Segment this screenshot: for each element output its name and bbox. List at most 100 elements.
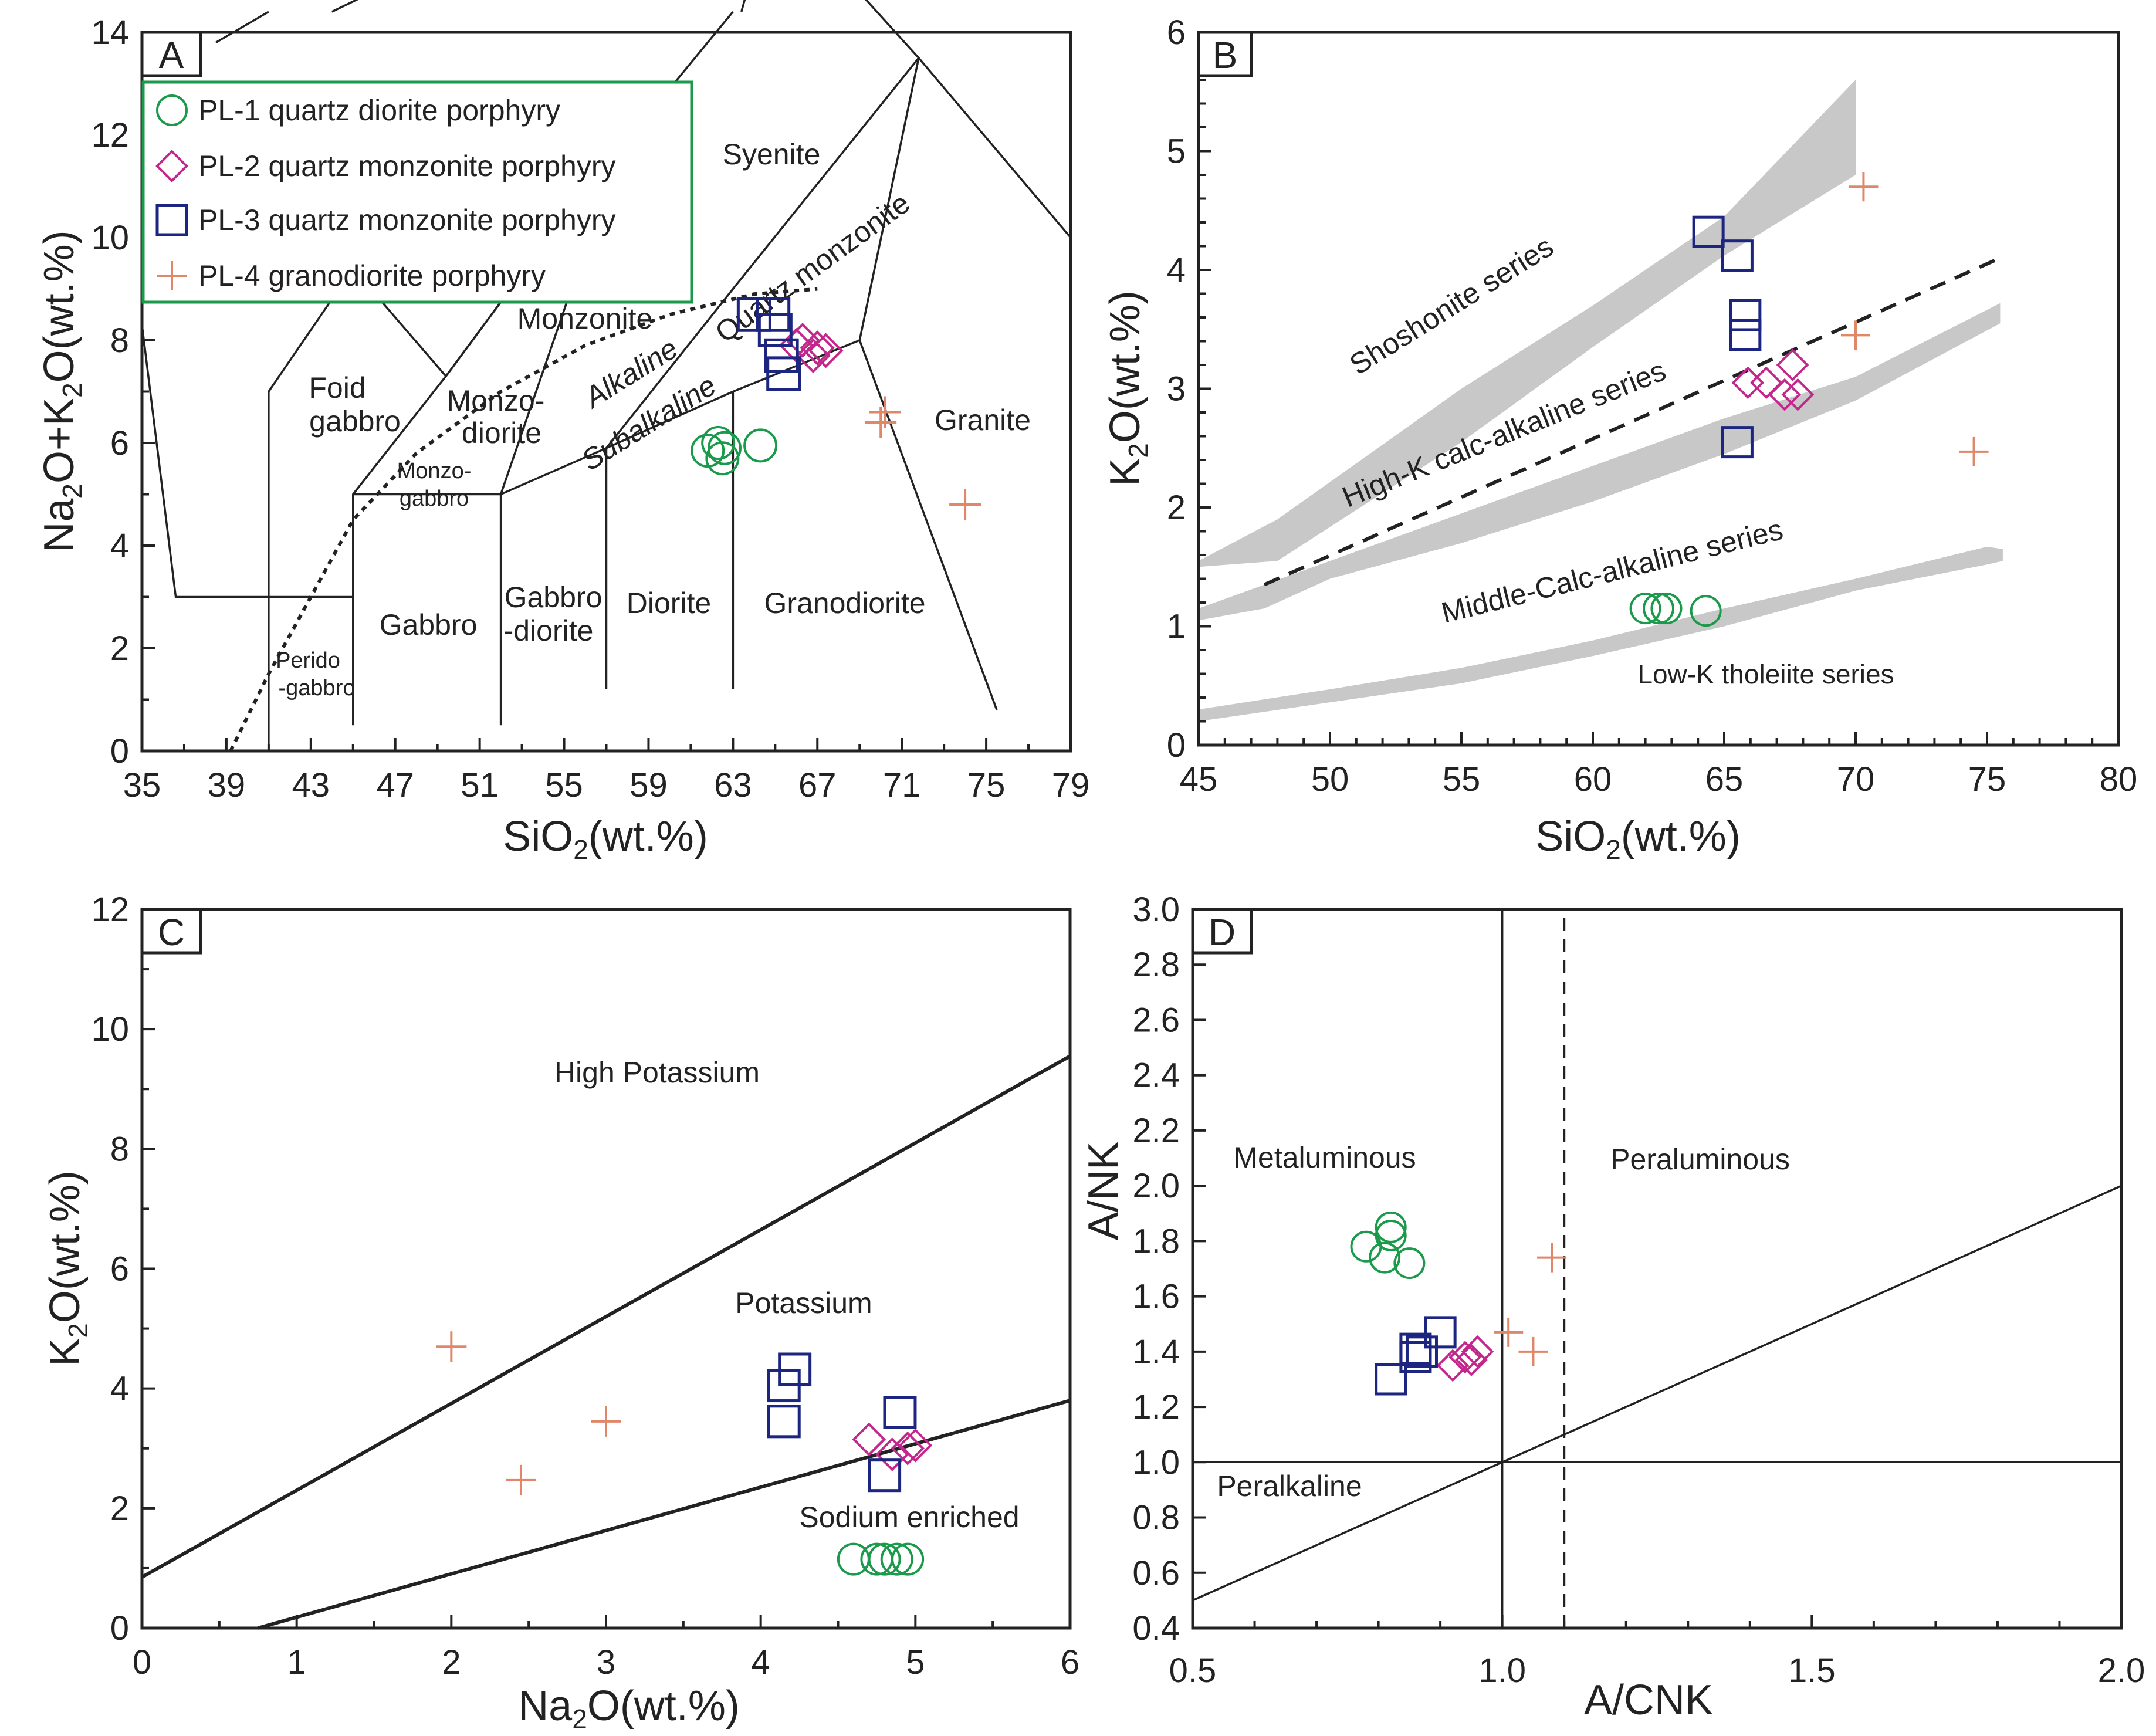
x-tick-label: 3: [597, 1643, 615, 1681]
data-point-pl-3: [757, 313, 793, 347]
data-point-pl-4: [1841, 320, 1870, 350]
data-point-pl-2: [1781, 378, 1815, 411]
panel-d-boundary-lines: [1192, 909, 2122, 1628]
data-point-pl-4: [1494, 1317, 1524, 1347]
data-point-pl-3: [1692, 215, 1725, 248]
y-tick-label: 14: [91, 13, 129, 52]
x-tick-label: 0.5: [1169, 1652, 1217, 1690]
x-tick-label: 0: [133, 1643, 151, 1681]
data-point-pl-2: [1436, 1349, 1470, 1382]
panel-d-acnk-ank-diagram: 0.5 1.0 1.5 2.0 0.4 0.6 0.8 1.0 1.2 1.4 1.6 1.8 2.0 2…: [1080, 891, 2145, 1724]
y-tick-label: 0: [110, 1609, 129, 1647]
data-point-pl-1: [1369, 1241, 1401, 1274]
panel-c-data-points: [436, 1331, 933, 1576]
legend-box: [141, 80, 693, 304]
series-boundary-bands: [1199, 80, 2003, 722]
data-point-pl-4: [1959, 436, 1989, 466]
y-tick-label: 2.6: [1132, 1001, 1180, 1039]
y-tick-label: 0.4: [1132, 1609, 1180, 1647]
x-tick-label: 43: [292, 766, 330, 804]
data-point-pl-1: [880, 1542, 913, 1576]
region-monzo-diorite-1: Monzo-: [447, 384, 545, 417]
region-perido-gabbro-2: -gabbro: [279, 676, 356, 701]
data-point-pl-1: [1375, 1219, 1407, 1251]
panel-a-frame: [140, 31, 1072, 753]
x-tick-label: 60: [1574, 760, 1612, 798]
panel-d-ylabel: A/NK: [1080, 1142, 1127, 1240]
y-tick-label: 1.2: [1132, 1388, 1180, 1426]
data-point-pl-2: [891, 1431, 925, 1466]
y-tick-label: 8: [110, 322, 129, 360]
region-perido-gabbro-1: Perido: [276, 648, 340, 673]
region-foid-gabbro-2: gabbro: [309, 405, 401, 438]
series-label-low-k: Low-K tholeiite series: [1637, 659, 1894, 689]
y-tick-label: 2: [110, 1490, 129, 1528]
x-tick-label: 5: [906, 1643, 925, 1681]
x-tick-label: 50: [1311, 760, 1349, 798]
panel-b-letter: B: [1213, 34, 1238, 76]
legend-markers: [155, 94, 188, 290]
y-tick-label: 10: [91, 1010, 129, 1048]
x-tick-label: 75: [967, 766, 1006, 804]
y-tick-label: 12: [91, 116, 129, 154]
y-tick-label: 6: [110, 1250, 129, 1288]
sodium-enriched-boundary: [257, 1399, 1071, 1630]
x-tick-label: 2: [442, 1643, 461, 1681]
y-tick-label: 2: [1167, 489, 1186, 527]
data-point-pl-4: [949, 489, 981, 520]
panel-a-letter-box: [140, 31, 202, 77]
tas-field-boundary: [740, 0, 746, 12]
y-tick-label: 0.8: [1132, 1499, 1180, 1537]
data-point-pl-2: [1448, 1341, 1482, 1374]
data-point-pl-3: [1375, 1363, 1407, 1396]
data-point-pl-1: [707, 431, 742, 465]
region-monzo-gabbro-2: gabbro: [400, 486, 469, 511]
x-tick-label: 1.0: [1478, 1652, 1526, 1690]
data-point-pl-2: [1461, 1335, 1494, 1368]
data-point-pl-1: [701, 426, 736, 460]
x-tick-label: 51: [461, 766, 499, 804]
y-tick-label: 2.2: [1132, 1112, 1180, 1150]
data-point-pl-3: [767, 1405, 801, 1439]
data-point-pl-1: [1690, 595, 1722, 627]
x-tick-label: 1: [287, 1643, 306, 1681]
x-tick-label: 67: [798, 766, 837, 804]
data-point-pl-1: [1643, 593, 1674, 625]
region-potassium: Potassium: [735, 1287, 872, 1319]
panel-b-frame: [1197, 31, 2120, 747]
y-tick-label: 1.6: [1132, 1278, 1180, 1316]
data-point-pl-4: [1518, 1336, 1548, 1366]
x-tick-label: 79: [1052, 766, 1090, 804]
data-point-pl-3: [1721, 426, 1754, 459]
panel-a-letter: A: [159, 34, 184, 76]
data-point-pl-2: [1749, 366, 1783, 400]
panel-b-xlabel: SiO2(wt.%): [1535, 813, 1741, 865]
data-point-pl-3: [1405, 1335, 1438, 1368]
y-tick-label: 3: [1167, 370, 1186, 408]
panel-a-tas-diagram: 35 39 43 47 51 55 59 63 67 71 75 79 0 2 4 6 8 10 12 14 Foid…: [36, 0, 1089, 865]
data-point-pl-4: [436, 1331, 467, 1362]
legend-marker-pl-1: [156, 94, 188, 126]
y-tick-label: 4: [110, 1370, 129, 1408]
region-gabbro-diorite-2: -diorite: [504, 614, 594, 647]
y-tick-label: 0: [1167, 726, 1186, 764]
data-point-pl-3: [766, 356, 801, 391]
x-tick-label: 45: [1180, 760, 1218, 798]
tas-field-boundary: [858, 340, 998, 710]
y-tick-label: 8: [110, 1130, 129, 1168]
y-tick-label: 6: [110, 424, 129, 462]
data-point-pl-1: [1393, 1247, 1426, 1280]
x-tick-label: 65: [1705, 760, 1744, 798]
data-point-pl-3: [868, 1458, 902, 1493]
panel-d-letter: D: [1209, 911, 1236, 953]
x-tick-label: 1.5: [1788, 1652, 1836, 1690]
x-tick-label: 55: [1443, 760, 1481, 798]
region-quartz-monzonite: Quartz monzonite: [709, 187, 916, 349]
high-potassium-boundary: [141, 1054, 1071, 1579]
panel-a-ticks: 35 39 43 47 51 55 59 63 67 71 75 79 0 2 4 6 8 10 12 14: [91, 13, 1089, 804]
tas-field-boundary: [331, 0, 358, 13]
data-point-pl-2: [1731, 366, 1765, 400]
x-tick-label: 39: [208, 766, 246, 804]
data-point-pl-3: [883, 1396, 917, 1429]
data-point-pl-1: [1375, 1211, 1407, 1243]
